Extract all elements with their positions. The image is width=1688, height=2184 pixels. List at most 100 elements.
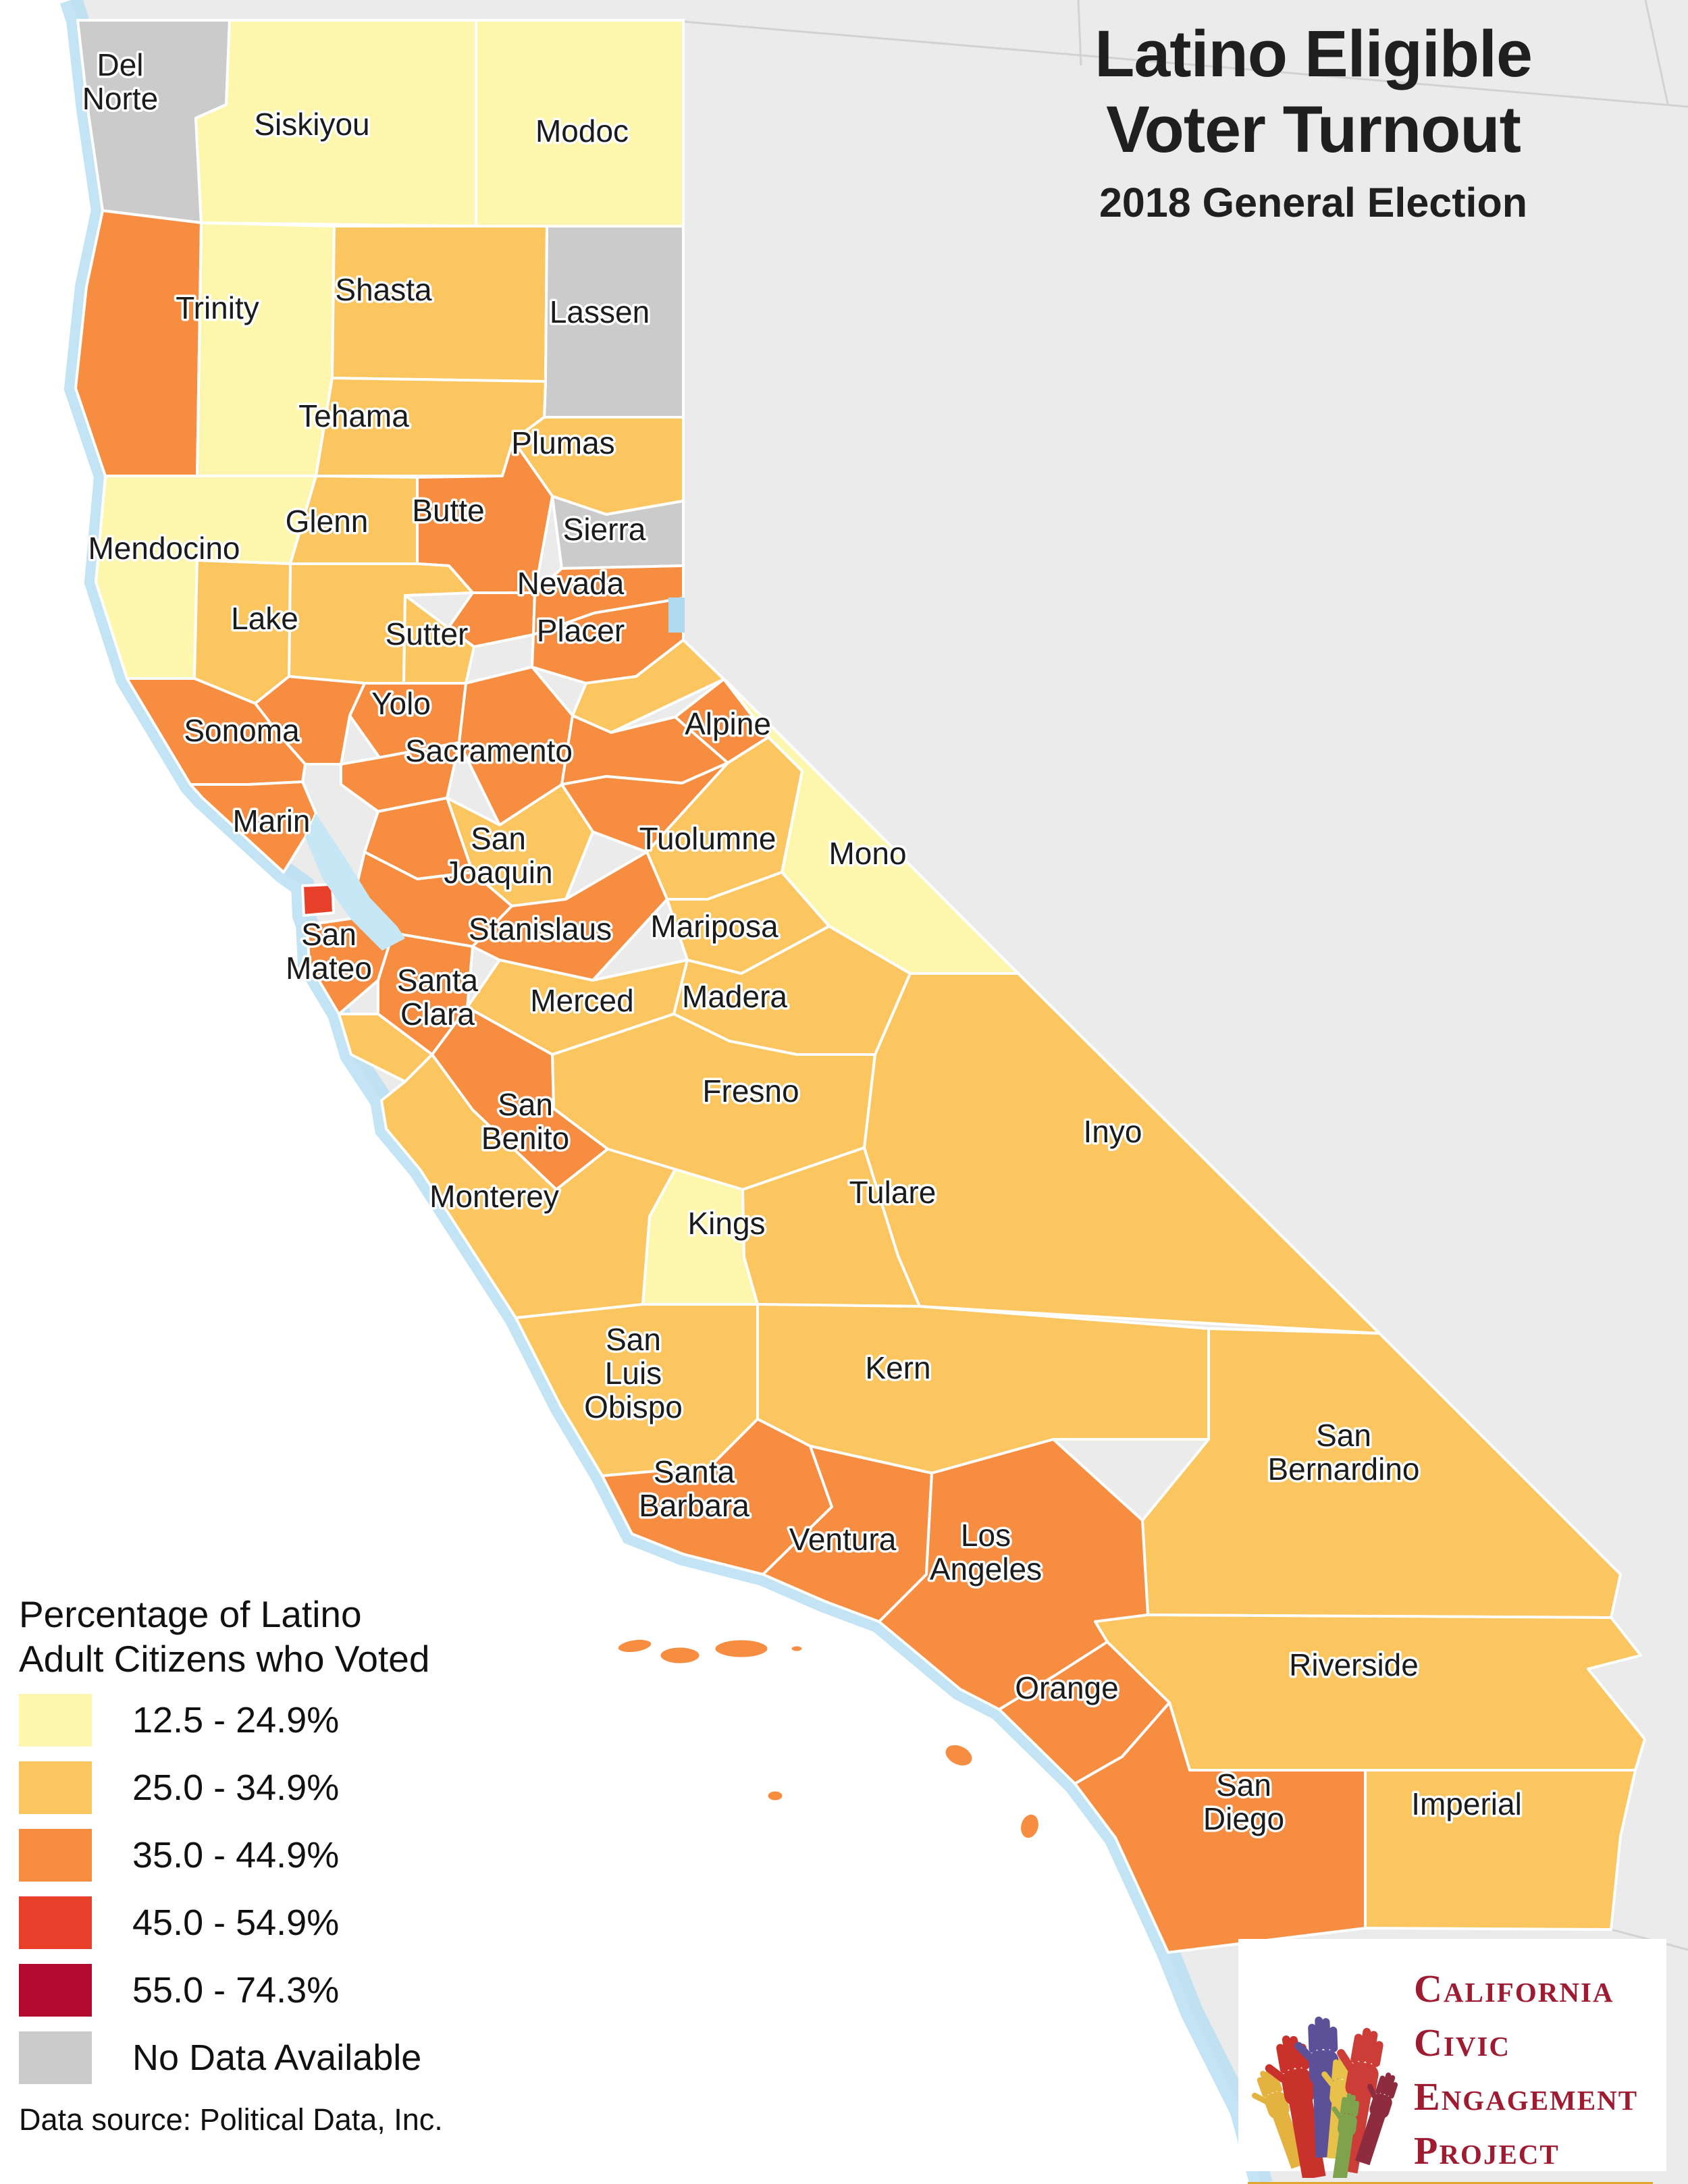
county-imperial: [1364, 1769, 1637, 1931]
logo-top: CALIFORNIA CIVIC ENGAGEMENT PROJECT: [1248, 1950, 1653, 2178]
raised-hands-icon: [1248, 2000, 1410, 2178]
legend-swatch-c2: [19, 1761, 92, 1814]
legend-row-c4: 45.0 - 54.9%: [19, 1896, 443, 1950]
county-label-ventura: Ventura: [789, 1522, 897, 1557]
legend-row-c5: 55.0 - 74.3%: [19, 1963, 443, 2017]
county-label-yolo: Yolo: [371, 686, 431, 721]
logo-gold-rule: [1248, 2182, 1653, 2184]
legend-swatch-c4: [19, 1896, 92, 1949]
legend-title-line-1: Percentage of Latino: [19, 1593, 362, 1635]
county-label-santa-barbara: Santa Barbara: [639, 1454, 749, 1523]
legend-row-nodata: No Data Available: [19, 2031, 443, 2085]
legend-row-c2: 25.0 - 34.9%: [19, 1761, 443, 1815]
legend-label-c2: 25.0 - 34.9%: [132, 1767, 340, 1808]
county-label-fresno: Fresno: [702, 1073, 799, 1109]
san-francisco-bay: [305, 814, 405, 951]
county-label-lassen: Lassen: [550, 294, 650, 329]
legend-swatch-c1: [19, 1694, 92, 1747]
legend-row-c3: 35.0 - 44.9%: [19, 1828, 443, 1882]
county-label-tuolumne: Tuolumne: [639, 821, 776, 856]
county-trinity: [196, 221, 336, 477]
county-sierra: [551, 495, 685, 570]
county-sutter: [402, 594, 475, 685]
county-label-san-luis-obispo: San Luis Obispo: [584, 1322, 683, 1424]
title-line-1: Latino Eligible: [1094, 17, 1533, 90]
county-label-monterey: Monterey: [429, 1179, 559, 1214]
county-label-placer: Placer: [537, 613, 625, 648]
county-label-marin: Marin: [232, 803, 310, 838]
legend-label-c1: 12.5 - 24.9%: [132, 1700, 340, 1740]
county-label-tehama: Tehama: [298, 398, 409, 433]
county-label-santa-clara: Santa Clara: [397, 963, 479, 1032]
county-label-nevada-county: Nevada: [517, 566, 625, 601]
county-label-mariposa: Mariposa: [650, 909, 779, 944]
county-shapes: [74, 19, 1646, 1954]
county-label-plumas: Plumas: [511, 425, 614, 460]
legend-swatch-c3: [19, 1829, 92, 1882]
county-label-madera: Madera: [682, 979, 787, 1014]
county-label-alpine: Alpine: [685, 706, 771, 741]
county-riverside: [1094, 1614, 1646, 1772]
legend-title-line-2: Adult Citizens who Voted: [19, 1638, 430, 1680]
legend-swatch-nodata: [19, 2031, 92, 2084]
data-source: Data source: Political Data, Inc.: [19, 2102, 443, 2137]
county-label-san-benito: San Benito: [481, 1087, 569, 1156]
county-label-riverside: Riverside: [1289, 1647, 1419, 1682]
org-name: CALIFORNIA CIVIC ENGAGEMENT PROJECT: [1414, 1962, 1638, 2178]
county-label-modoc: Modoc: [535, 113, 629, 149]
county-label-kings: Kings: [687, 1206, 765, 1241]
county-label-kern: Kern: [865, 1350, 930, 1385]
county-label-sacramento: Sacramento: [405, 733, 573, 768]
county-label-imperial: Imperial: [1411, 1786, 1522, 1821]
org-name-line: CALIFORNIA: [1414, 1967, 1614, 2010]
county-label-glenn: Glenn: [286, 504, 369, 539]
legend-title: Percentage of Latino Adult Citizens who …: [19, 1592, 443, 1681]
county-label-inyo: Inyo: [1084, 1114, 1142, 1149]
legend-rows: 12.5 - 24.9% 25.0 - 34.9% 35.0 - 44.9% 45.0…: [19, 1693, 443, 2085]
inland-water: [305, 597, 685, 951]
county-label-sonoma: Sonoma: [184, 713, 300, 748]
county-label-del-norte: Del Norte: [82, 47, 158, 116]
county-label-shasta: Shasta: [335, 272, 432, 307]
county-label-trinity: Trinity: [176, 290, 259, 325]
county-label-san-mateo: San Mateo: [286, 917, 372, 986]
county-san-francisco: [301, 883, 335, 917]
channel-islands: [616, 1637, 1040, 1840]
county-labels: Del Norte Siskiyou Modoc Trinity Shasta Lassen…: [80, 45, 1524, 1839]
legend-label-nodata: No Data Available: [132, 2037, 422, 2078]
legend-label-c4: 45.0 - 54.9%: [132, 1902, 340, 1943]
county-inyo: [863, 972, 1381, 1335]
county-label-san-joaquin: San Joaquin: [444, 821, 552, 890]
county-label-siskiyou: Siskiyou: [254, 107, 369, 142]
county-label-los-angeles: Los Angeles: [930, 1518, 1042, 1587]
subtitle: 2018 General Election: [1099, 180, 1528, 226]
org-name-line: ENGAGEMENT: [1414, 2075, 1639, 2119]
county-label-stanislaus: Stanislaus: [469, 911, 612, 947]
legend-row-c1: 12.5 - 24.9%: [19, 1693, 443, 1747]
org-name-line: CIVIC: [1414, 2021, 1511, 2065]
title-block: Latino Eligible Voter Turnout 2018 Gener…: [939, 16, 1688, 226]
ocean: [0, 0, 1261, 2184]
lake-tahoe: [668, 597, 685, 633]
county-label-lake: Lake: [231, 601, 298, 636]
title-line-2: Voter Turnout: [1106, 92, 1521, 166]
county-label-san-diego: San Diego: [1203, 1767, 1284, 1836]
county-label-mendocino: Mendocino: [88, 531, 240, 566]
county-humboldt: [74, 209, 203, 477]
county-label-mono: Mono: [828, 836, 906, 871]
legend: Percentage of Latino Adult Citizens who …: [19, 1592, 443, 2137]
county-yuba: [447, 591, 536, 648]
org-name-line: PROJECT: [1414, 2129, 1560, 2173]
county-label-sierra: Sierra: [563, 512, 646, 547]
legend-label-c5: 55.0 - 74.3%: [132, 1970, 340, 2010]
county-label-sutter: Sutter: [386, 616, 469, 651]
county-label-orange-county: Orange: [1015, 1670, 1118, 1705]
county-label-merced: Merced: [530, 983, 633, 1018]
legend-label-c3: 35.0 - 44.9%: [132, 1835, 340, 1875]
county-label-butte: Butte: [412, 493, 484, 528]
legend-swatch-c5: [19, 1964, 92, 2017]
county-label-tulare: Tulare: [849, 1175, 937, 1210]
